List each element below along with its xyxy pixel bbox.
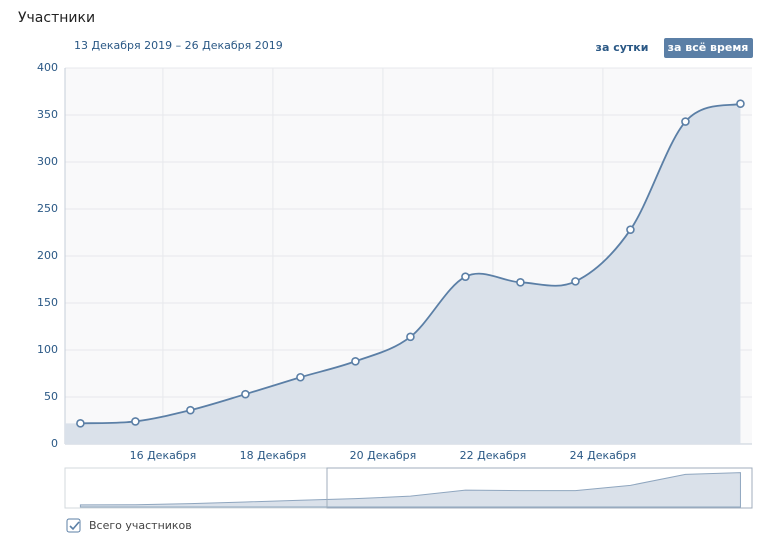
point	[296, 372, 305, 382]
date-range: 13 Декабря 2019 – 26 Декабря 2019	[74, 39, 283, 52]
x-tick-label: 16 Декабря	[130, 449, 197, 462]
point	[406, 332, 415, 342]
navigator-area	[79, 472, 741, 508]
navigator-window[interactable]	[326, 467, 753, 509]
y-tick-label: 150	[37, 296, 58, 309]
y-tick-label: 50	[44, 390, 58, 403]
button-all[interactable]: за всё время	[668, 41, 749, 54]
button-all-bg[interactable]	[664, 38, 753, 58]
point	[681, 117, 690, 126]
point	[736, 99, 745, 109]
y-tick-label: 200	[37, 249, 58, 262]
point	[76, 419, 85, 428]
point	[571, 277, 580, 286]
x-tick-label: 22 Декабря	[460, 449, 527, 462]
check-mark	[69, 521, 80, 531]
checkbox[interactable]	[66, 518, 81, 533]
x-tick-label: 18 Декабря	[240, 449, 307, 462]
button-day[interactable]: за сутки	[596, 41, 649, 54]
legend-label[interactable]: Всего участников	[89, 519, 192, 532]
title: Участники	[18, 10, 95, 26]
y-tick-label: 100	[37, 343, 58, 356]
point	[461, 272, 470, 281]
point	[186, 405, 195, 415]
y-tick-label: 250	[37, 202, 58, 215]
x-tick-label: 20 Декабря	[350, 449, 417, 462]
y-tick-label: 400	[37, 61, 58, 74]
y-tick-label: 350	[37, 108, 58, 121]
y-tick-label: 0	[51, 437, 58, 450]
x-tick-label: 24 Декабря	[570, 449, 637, 462]
point	[131, 417, 140, 426]
point	[626, 225, 635, 234]
point	[241, 389, 250, 399]
y-tick-label: 300	[37, 155, 58, 168]
area-fill	[65, 103, 741, 444]
point	[516, 278, 525, 287]
point	[351, 356, 360, 366]
